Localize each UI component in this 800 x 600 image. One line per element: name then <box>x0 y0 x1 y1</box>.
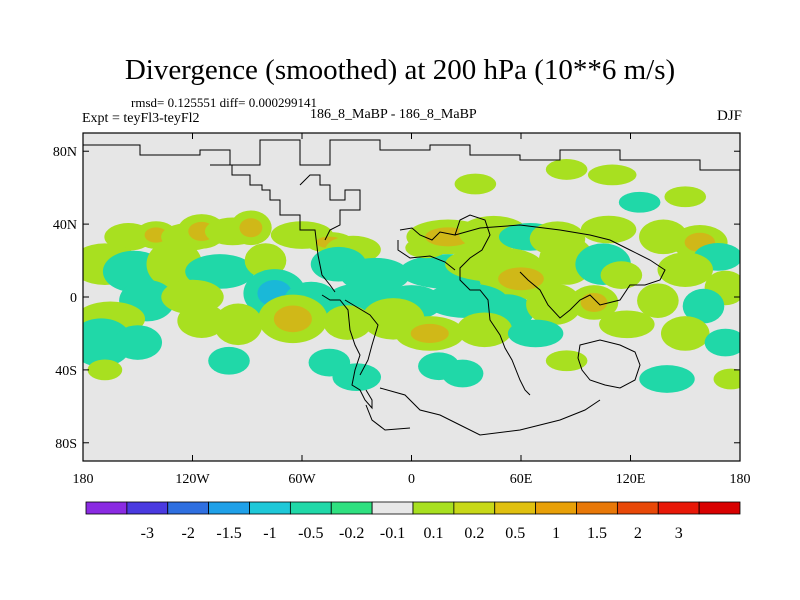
colorbar-label: -0.1 <box>380 525 405 542</box>
colorbar-swatch <box>616 501 659 515</box>
contour-blob <box>323 305 372 340</box>
y-axis: 80N 40N 0 40S 80S <box>53 145 740 452</box>
colorbar-label: -0.2 <box>339 525 364 542</box>
colorbar-label: -3 <box>141 525 154 542</box>
y-tick-label: 80S <box>55 437 77 452</box>
contour-blob <box>660 316 710 351</box>
coastlines <box>83 139 740 436</box>
colorbar-swatch <box>412 501 455 515</box>
chart-title: Divergence (smoothed) at 200 hPa (10**6 … <box>124 54 676 86</box>
y-tick-label: 0 <box>70 291 77 306</box>
contour-blob <box>587 164 637 186</box>
contour-blob <box>213 303 263 346</box>
colorbar-swatch <box>371 501 414 515</box>
colorbar-swatch <box>249 501 291 515</box>
contour-blob <box>545 350 588 372</box>
colorbar-swatch <box>494 501 537 515</box>
contour-blob <box>332 363 382 392</box>
experiment-label: Expt = teyFl3-teyFl2 <box>82 111 200 126</box>
colorbar-swatch <box>167 501 210 515</box>
contour-blob <box>185 254 255 289</box>
x-tick-label: 120E <box>616 472 646 487</box>
contour-blob-core <box>273 305 312 333</box>
colorbar-label: 1 <box>552 525 560 542</box>
contour-blob <box>618 191 661 213</box>
contour-blob <box>664 186 707 208</box>
colorbar-swatch <box>535 501 577 515</box>
contour-blob-core <box>410 323 449 343</box>
contour-blob <box>600 261 643 289</box>
contour-blob <box>526 283 582 326</box>
colorbar-label: -1 <box>263 525 276 542</box>
contour-blob-core <box>498 267 544 291</box>
stats-label: rmsd= 0.125551 diff= 0.000299141 <box>131 95 317 110</box>
colorbar-swatch <box>698 501 741 515</box>
contour-blob <box>713 368 740 390</box>
colorbar-swatch <box>453 501 496 515</box>
field-contours <box>83 159 740 393</box>
colorbar-swatch <box>208 501 250 515</box>
colorbar-label: -0.5 <box>298 525 323 542</box>
contour-blob <box>177 303 226 339</box>
colorbar-swatch <box>576 501 618 515</box>
contour-blob-core <box>239 218 263 238</box>
colorbar-label: 0.5 <box>505 525 525 542</box>
contour-blob <box>545 159 588 180</box>
colorbar-label: 3 <box>675 525 683 542</box>
colorbar: -3 -2 -1.5 -1 -0.5 -0.2 -0.1 0.1 0.2 0.5 1 1.5 2 3 <box>85 501 741 542</box>
contour-blob <box>456 312 513 348</box>
x-tick-label: 180 <box>730 472 751 487</box>
contour-blob <box>704 328 740 357</box>
contour-blob <box>87 359 123 381</box>
x-tick-label: 120W <box>175 472 210 487</box>
contour-blob <box>682 288 725 324</box>
colorbar-label: 0.1 <box>423 525 443 542</box>
colorbar-label: -2 <box>182 525 195 542</box>
y-tick-label: 40N <box>53 218 77 233</box>
colorbar-label: 0.2 <box>464 525 484 542</box>
x-tick-label: 0 <box>408 472 415 487</box>
contour-blob <box>599 310 655 339</box>
contour-blob-core <box>580 292 608 312</box>
case-label: 186_8_MaBP - 186_8_MaBP <box>310 107 477 122</box>
contour-blob <box>83 318 133 367</box>
colorbar-swatch <box>657 501 700 515</box>
contour-blob <box>208 346 250 375</box>
x-tick-label: 60W <box>288 472 316 487</box>
season-label: DJF <box>716 108 742 124</box>
colorbar-swatch <box>289 501 332 515</box>
contour-blob <box>657 252 713 287</box>
contour-blob <box>441 359 484 388</box>
contour-blob <box>454 173 497 195</box>
contour-blob <box>637 283 679 318</box>
y-tick-label: 40S <box>55 364 77 379</box>
colorbar-swatch <box>330 501 373 515</box>
y-tick-label: 80N <box>53 145 77 160</box>
x-tick-label: 60E <box>510 472 533 487</box>
contour-blob <box>639 365 695 393</box>
contour-blob <box>507 319 564 348</box>
colorbar-swatch <box>126 501 169 515</box>
colorbar-swatch <box>85 501 128 515</box>
x-tick-label: 180 <box>73 472 94 487</box>
contour-blob <box>113 325 163 360</box>
x-axis: 180 120W 60W 0 60E 120E 180 <box>73 133 751 487</box>
colorbar-label: 2 <box>634 525 642 542</box>
colorbar-label: -1.5 <box>216 525 241 542</box>
colorbar-label: 1.5 <box>587 525 607 542</box>
